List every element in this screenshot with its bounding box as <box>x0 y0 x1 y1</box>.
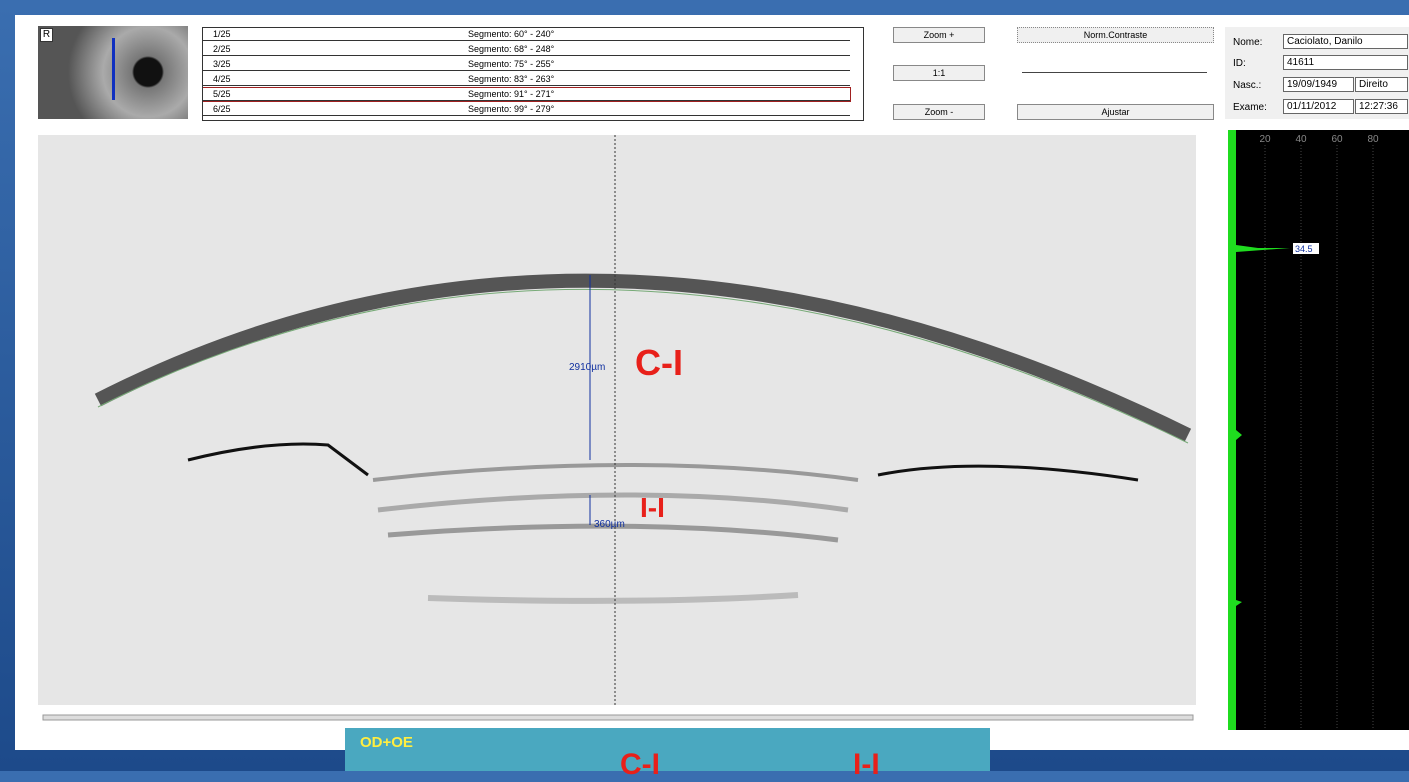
field: Direito <box>1355 77 1408 92</box>
segment-row[interactable]: 1/25 Segmento: 60° - 240° <box>203 28 850 41</box>
image-bg <box>38 135 1196 705</box>
segment-text: 2/25 <box>213 44 231 54</box>
segment-line <box>112 38 115 100</box>
segment-text: Segmento: 91° - 271° <box>468 89 555 99</box>
contrast-slider[interactable] <box>1022 72 1207 73</box>
annotation: C-I <box>635 342 683 383</box>
footer-col: I-I <box>853 748 880 781</box>
segment-text: 5/25 <box>213 89 231 99</box>
field: 19/09/1949 <box>1283 77 1354 92</box>
segment-text: Segmento: 75° - 255° <box>468 59 555 69</box>
lens <box>372 463 859 482</box>
zoom-out-button[interactable]: Zoom - <box>893 104 985 120</box>
adjust-button[interactable]: Ajustar <box>1017 104 1214 120</box>
label: Exame: <box>1233 102 1267 113</box>
iris <box>187 442 369 477</box>
segment-text: 3/25 <box>213 59 231 69</box>
scheimpflug-image: 2910µm 360µm C-I I-I <box>38 135 1196 721</box>
field: 41611 <box>1283 55 1408 70</box>
segment-text: Segmento: 83° - 263° <box>468 74 555 84</box>
label: Nasc.: <box>1233 80 1262 91</box>
tick-label: 80 <box>1367 134 1379 145</box>
depth-label: 2910µm <box>569 362 605 373</box>
iris <box>877 464 1139 482</box>
field: Caciolato, Danilo <box>1283 34 1408 49</box>
eye-thumbnail: R <box>38 26 188 119</box>
contrast-button[interactable]: Norm.Contraste <box>1017 27 1214 43</box>
segment-text: 1/25 <box>213 29 231 39</box>
lens <box>387 523 839 543</box>
lens <box>427 592 799 604</box>
segment-row[interactable]: 6/25 Segmento: 99° - 279° <box>203 103 850 116</box>
tick-label: 40 <box>1295 134 1307 145</box>
label: ID: <box>1233 58 1246 69</box>
scrollbar[interactable] <box>42 714 1194 721</box>
patient-panel: Nome: Caciolato, Danilo ID: 41611 Nasc.:… <box>1225 27 1409 119</box>
profile <box>1228 130 1290 730</box>
segment-row[interactable]: 3/25 Segmento: 75° - 255° <box>203 58 850 71</box>
graph-bg <box>1228 130 1409 730</box>
segment-text: Segmento: 60° - 240° <box>468 29 555 39</box>
field: 01/11/2012 <box>1283 99 1354 114</box>
segment-text: Segmento: 68° - 248° <box>468 44 555 54</box>
footer-col: C-I <box>620 748 660 781</box>
footer-box: OD+OE C-I I-I <box>345 728 990 781</box>
cornea <box>94 273 1192 442</box>
tick-label: 20 <box>1259 134 1271 145</box>
zoom-in-button[interactable]: Zoom + <box>893 27 985 43</box>
segment-row[interactable]: 2/25 Segmento: 68° - 248° <box>203 43 850 56</box>
label: Nome: <box>1233 37 1263 48</box>
cornea-edge <box>97 288 1189 444</box>
profile-graph: 20 40 60 80 34.5 <box>1228 130 1409 730</box>
segment-row[interactable]: 5/25 Segmento: 91° - 271° <box>203 87 851 102</box>
segment-row[interactable]: 4/25 Segmento: 83° - 263° <box>203 73 850 86</box>
peak-box <box>1293 243 1319 254</box>
segment-list[interactable]: 1/25 Segmento: 60° - 240° 2/25 Segmento: 68… <box>202 27 864 121</box>
eye-label: R <box>40 28 53 42</box>
annotation: I-I <box>640 492 665 523</box>
segment-text: Segmento: 99° - 279° <box>468 104 555 114</box>
depth-label: 360µm <box>594 519 625 530</box>
peak-label: 34.5 <box>1295 244 1313 254</box>
reset-zoom-button[interactable]: 1:1 <box>893 65 985 81</box>
segment-text: 4/25 <box>213 74 231 84</box>
footer-title: OD+OE <box>360 734 413 751</box>
lens <box>377 492 849 513</box>
tick-label: 60 <box>1331 134 1343 145</box>
segment-text: 6/25 <box>213 104 231 114</box>
field: 12:27:36 <box>1355 99 1408 114</box>
